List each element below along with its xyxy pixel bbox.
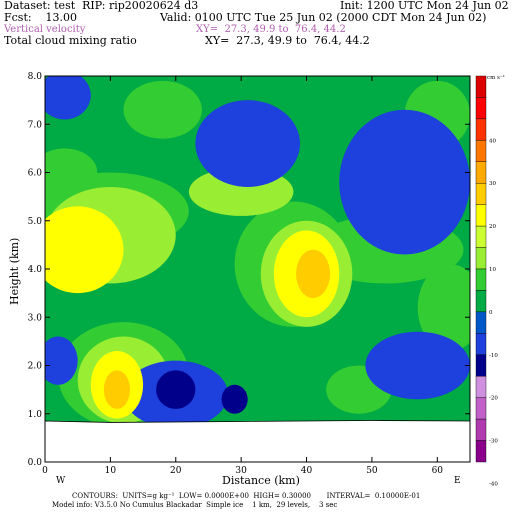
contour-region xyxy=(45,76,91,120)
contour-region xyxy=(45,206,124,294)
contour-region xyxy=(195,100,300,187)
x-axis-title: Distance (km) xyxy=(222,474,300,487)
valid-label: Valid: 0100 UTC Tue 25 Jun 02 (2000 CDT … xyxy=(160,11,487,24)
colorbar-units: cm s⁻¹ xyxy=(487,74,505,81)
colorbar-tick-label: 30 xyxy=(489,181,496,187)
colorbar-swatch xyxy=(475,311,487,334)
colorbar-swatch xyxy=(475,75,487,98)
terrain xyxy=(45,420,470,462)
colorbar-tick-label: -20 xyxy=(489,396,498,402)
x-tick-label: 20 xyxy=(170,466,182,476)
colorbar-tick-label: 0 xyxy=(489,310,493,316)
axes: 0.0 1.0 2.0 3.0 4.0 5.0 6.0 7.0 8.0 0 10 20 30 40 50 60 xyxy=(28,72,470,476)
colorbar-swatch xyxy=(475,333,487,355)
field1-xy: XY= 27.3, 49.9 to 76.4, 44.2 xyxy=(196,24,346,35)
colorbar-swatch xyxy=(475,161,487,184)
x-tick-label: 30 xyxy=(235,466,247,476)
light-green-region xyxy=(45,148,98,197)
colorbar-swatch xyxy=(475,118,487,141)
y-axis-title: Height (km) xyxy=(8,238,21,305)
y-tick-label: 5.0 xyxy=(28,217,43,227)
dataset-label: Dataset: test RIP: rip20020624 d3 xyxy=(4,0,199,12)
contour-region xyxy=(365,331,470,400)
strong-downdraft-region xyxy=(156,370,196,409)
colorbar-swatch xyxy=(475,183,487,205)
strong-downdraft-region xyxy=(221,384,248,414)
colorbar-swatch xyxy=(475,204,487,227)
contour-region xyxy=(45,336,78,385)
contour-region xyxy=(296,249,331,298)
colorbar-tick-label: 10 xyxy=(489,267,496,273)
light-green-region xyxy=(417,264,470,352)
field1-name: Vertical velocity xyxy=(4,24,86,35)
y-tick-label: 7.0 xyxy=(28,120,43,130)
y-tick-label: 6.0 xyxy=(28,169,43,179)
colorbar-tick-label: 20 xyxy=(489,224,496,230)
y-tick-label: 4.0 xyxy=(28,265,43,275)
x-tick-label: 0 xyxy=(42,466,48,476)
y-tick-label: 3.0 xyxy=(28,313,43,323)
colorbar-swatch xyxy=(475,97,487,120)
init-label: Init: 1200 UTC Mon 24 Jun 02 xyxy=(340,0,509,12)
colorbar-swatch xyxy=(475,376,487,398)
contour-field xyxy=(45,76,470,462)
colorbar-tick-label: -30 xyxy=(489,439,498,445)
field2-name: Total cloud mixing ratio xyxy=(4,34,137,47)
x-tick-label: 50 xyxy=(366,466,378,476)
colorbar-swatch xyxy=(475,418,487,441)
contour-region xyxy=(339,109,470,255)
west-label: W xyxy=(56,476,66,486)
x-tick-label: 10 xyxy=(105,466,117,476)
contour-region xyxy=(103,370,130,409)
colorbar-tick-label: -40 xyxy=(489,481,498,487)
y-tick-label: 8.0 xyxy=(28,72,43,82)
field2-xy: XY= 27.3, 49.9 to 76.4, 44.2 xyxy=(205,34,370,47)
colorbar-tick-label: 40 xyxy=(489,138,496,144)
colorbar-tick-label: -10 xyxy=(489,353,498,359)
y-tick-label: 2.0 xyxy=(28,362,43,372)
colorbar-swatch xyxy=(475,440,487,463)
x-tick-label: 40 xyxy=(301,466,313,476)
light-green-region xyxy=(123,80,202,139)
colorbar-swatch xyxy=(475,140,487,162)
colorbar-swatch xyxy=(475,268,487,291)
y-tick-label: 1.0 xyxy=(28,410,43,420)
y-tick-label: 0.0 xyxy=(28,458,43,468)
forecast-label: Fcst: 13.00 xyxy=(4,11,78,24)
model-info: Model info: V3.5.0 No Cumulus Blackadar … xyxy=(52,501,338,509)
x-tick-label: 60 xyxy=(432,466,444,476)
east-label: E xyxy=(454,476,461,486)
colorbar-swatch xyxy=(475,290,487,313)
colorbar-swatch xyxy=(475,354,487,377)
colorbar-swatch xyxy=(475,225,487,248)
colorbar-swatch xyxy=(475,247,487,270)
contour-info: CONTOURS: UNITS=g kg⁻¹ LOW= 0.0000E+00 H… xyxy=(72,492,421,500)
colorbar-swatch xyxy=(475,397,487,420)
